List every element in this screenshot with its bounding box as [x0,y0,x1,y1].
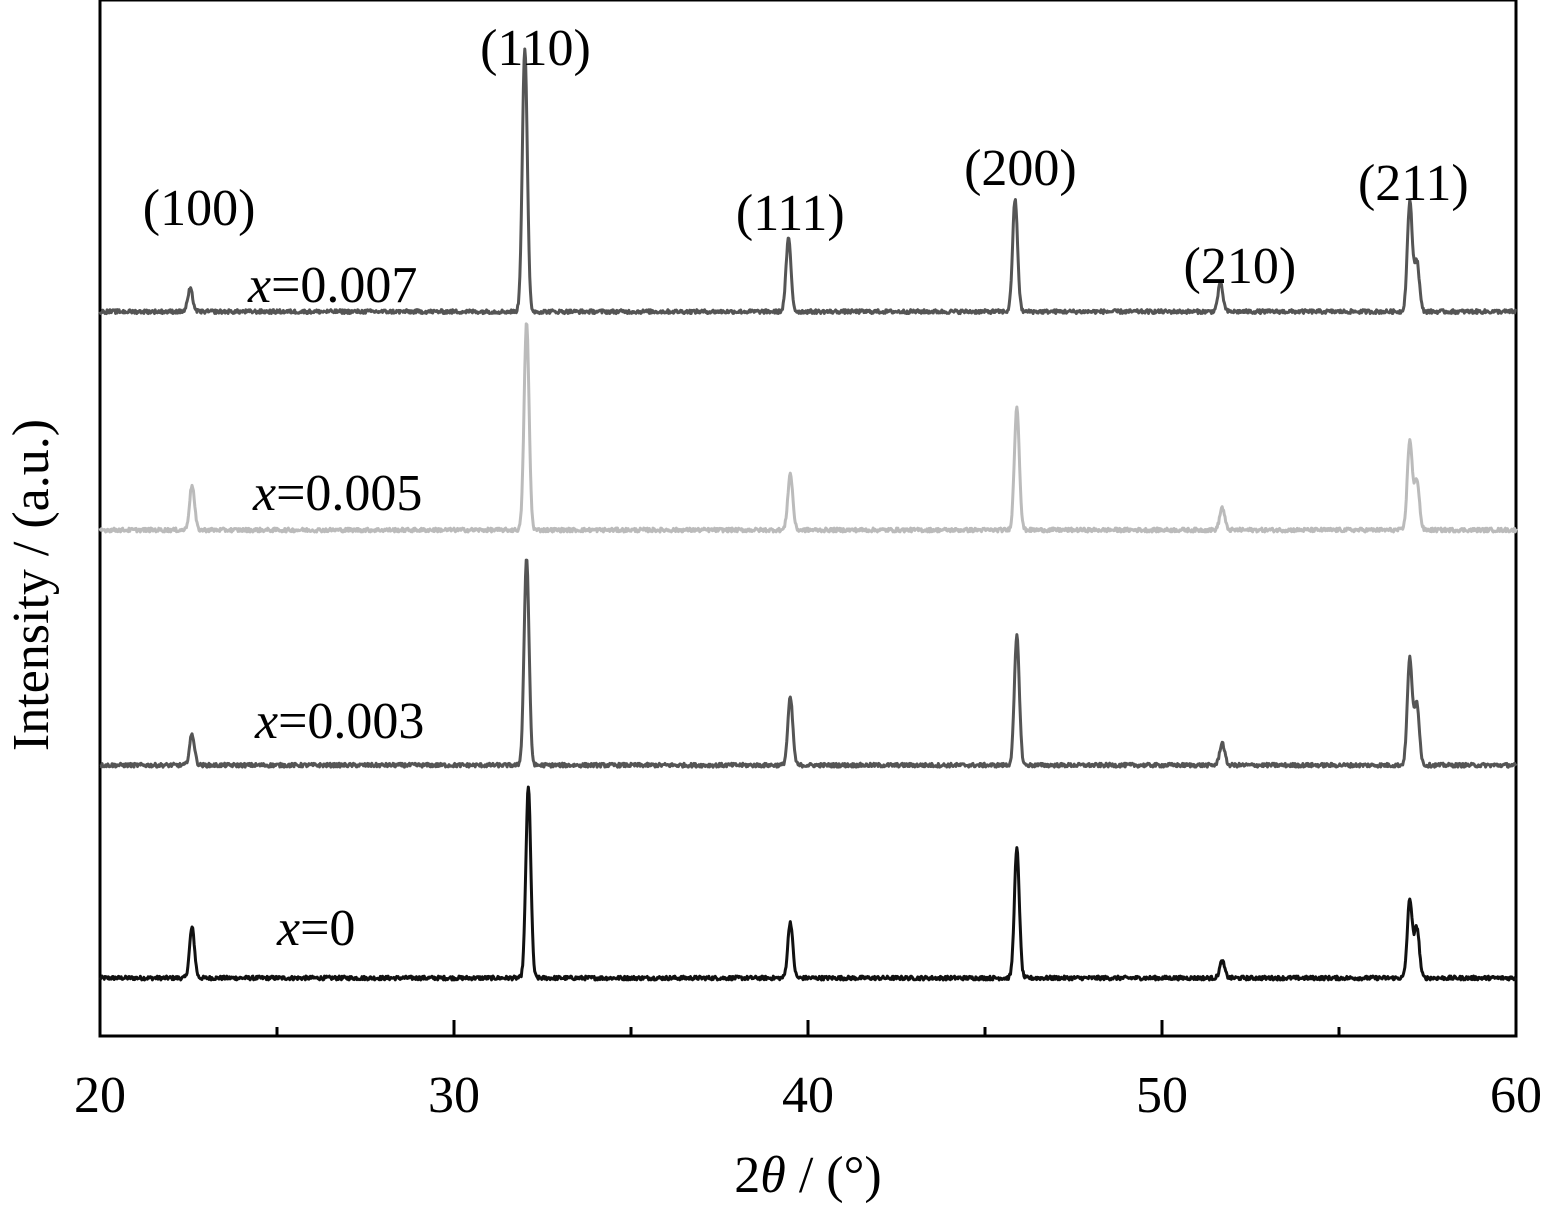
x-axis-title: 2θ / (°) [734,1147,881,1204]
x-tick-label: 40 [782,1067,834,1124]
series-label-value: =0.003 [278,693,424,750]
peak-label: (210) [1184,238,1297,295]
series-line-1 [99,558,1518,769]
x-tick-label: 50 [1136,1067,1188,1124]
series-line-3 [98,47,1518,316]
peak-label: (111) [736,185,845,242]
y-axis-title: Intensity / (a.u.) [3,419,60,751]
series-label-value: =0.007 [271,257,417,314]
series-label-value: =0 [300,900,355,957]
series-label-var: x [254,693,278,750]
series-line-2 [98,322,1518,534]
series-line-0 [98,785,1518,982]
series-label: x=0.003 [254,693,424,750]
peak-label: (200) [964,140,1077,197]
series-layer [98,47,1518,982]
x-tick-label: 60 [1490,1067,1542,1124]
x-tick-label: 30 [428,1067,480,1124]
series-label: x=0 [276,900,355,957]
series-label-value: =0.005 [276,465,422,522]
x-axis-ticks: 20 30 40 50 60 [74,1020,1542,1124]
peak-label: (211) [1358,155,1469,212]
peak-labels: (100) (110) (111) (200) (210) (211) [143,20,1469,295]
series-label: x=0.007 [247,257,417,314]
series-label-var: x [276,900,300,957]
peak-label: (110) [480,20,591,77]
series-label-var: x [252,465,276,522]
series-label: x=0.005 [252,465,422,522]
series-label-var: x [247,257,271,314]
x-tick-label: 20 [74,1067,126,1124]
peak-label: (100) [143,180,256,237]
